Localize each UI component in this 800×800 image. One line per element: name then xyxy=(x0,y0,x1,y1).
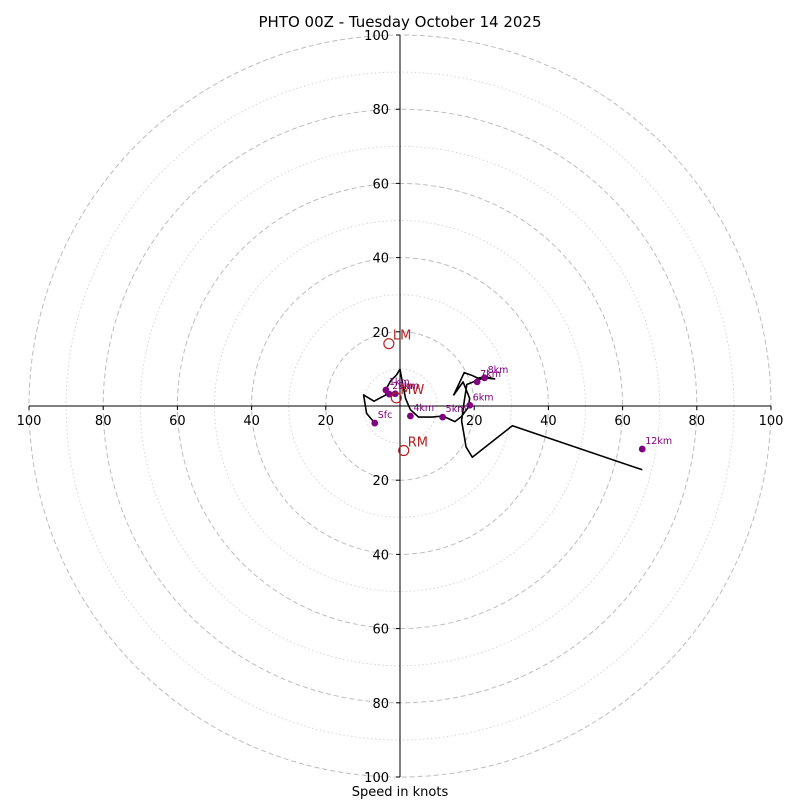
x-tick-label: 100 xyxy=(17,414,42,429)
y-tick-label: 100 xyxy=(364,29,389,44)
axes xyxy=(29,35,771,777)
height-marker-7km xyxy=(473,378,481,386)
x-tick-label: 100 xyxy=(759,414,784,429)
x-axis-label: Speed in knots xyxy=(352,785,449,800)
y-tick-label: 60 xyxy=(372,177,389,192)
x-tick-label: 40 xyxy=(540,414,557,429)
storm-motion-LM xyxy=(383,338,395,350)
x-tick-label: 60 xyxy=(169,414,186,429)
storm-motion-label-MW: MW xyxy=(400,383,424,398)
storm-motion-label-LM: LM xyxy=(393,329,411,344)
height-marker-3km xyxy=(391,390,399,398)
x-tick-label: 80 xyxy=(689,414,706,429)
x-tick-label: 80 xyxy=(95,414,112,429)
x-tick-label: 20 xyxy=(318,414,335,429)
height-label-5km: 5km xyxy=(446,404,467,415)
x-tick-label: 20 xyxy=(466,414,483,429)
tick-labels: 100 80 60 40 20 20 40 60 80 100 100 80 60 40 20 20 40 60 8… xyxy=(17,29,784,786)
height-label-3km: 3km xyxy=(398,381,419,392)
height-label-4km: 4km xyxy=(413,403,434,414)
height-label-2km: 2km xyxy=(392,381,413,392)
height-marker-12km xyxy=(638,445,646,453)
x-tick-label: 60 xyxy=(614,414,631,429)
height-marker-2km xyxy=(385,390,393,398)
storm-motion-MW xyxy=(390,392,402,404)
height-label-1km: 1km xyxy=(389,377,410,388)
y-tick-label: 40 xyxy=(372,252,389,267)
storm-motion-label-RM: RM xyxy=(408,436,428,451)
height-label-Sfc: Sfc xyxy=(378,410,393,421)
y-tick-label: 100 xyxy=(364,771,389,786)
height-marker-5km xyxy=(439,413,447,421)
storm-motion-markers: LM MW RM xyxy=(383,329,428,457)
height-label-8km: 8km xyxy=(488,365,509,376)
chart-title: PHTO 00Z - Tuesday October 14 2025 xyxy=(259,13,542,31)
storm-motion-RM xyxy=(398,444,410,457)
y-tick-label: 80 xyxy=(372,103,389,118)
height-label-6km: 6km xyxy=(473,392,494,403)
y-tick-label: 40 xyxy=(372,548,389,563)
height-marker-8km xyxy=(481,374,488,382)
height-marker-Sfc xyxy=(371,419,379,427)
height-marker-6km xyxy=(466,401,474,409)
y-tick-label: 80 xyxy=(372,697,389,712)
y-tick-label: 60 xyxy=(372,623,389,638)
height-marker-4km xyxy=(406,412,414,420)
y-tick-label: 20 xyxy=(372,326,389,341)
y-tick-label: 20 xyxy=(372,474,389,489)
height-label-12km: 12km xyxy=(645,436,672,447)
height-label-7km: 7km xyxy=(480,369,501,380)
x-tick-label: 40 xyxy=(243,414,260,429)
